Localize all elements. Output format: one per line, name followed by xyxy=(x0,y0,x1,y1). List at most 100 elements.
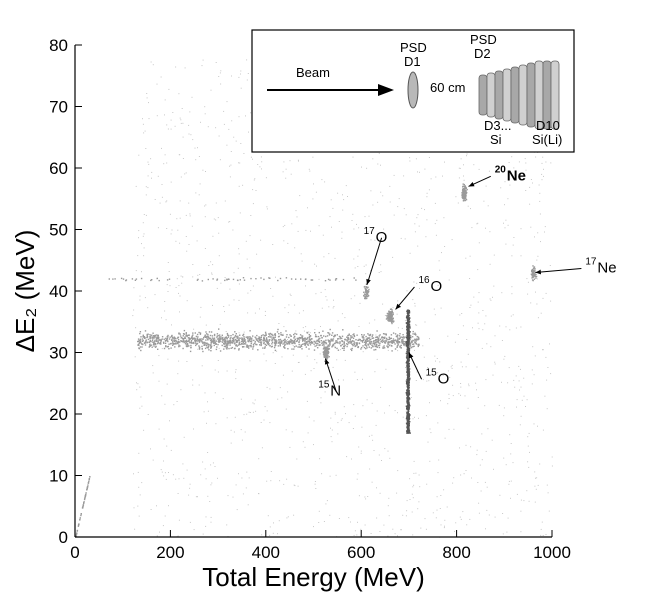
scatter-point xyxy=(254,178,256,180)
scatter-point xyxy=(388,313,390,315)
scatter-point xyxy=(334,279,337,281)
scatter-point xyxy=(547,367,549,368)
scatter-point xyxy=(210,339,212,341)
scatter-point xyxy=(464,186,466,188)
scatter-point xyxy=(532,272,534,275)
scatter-point xyxy=(224,277,226,278)
scatter-point xyxy=(407,419,410,422)
scatter-point xyxy=(369,341,371,343)
scatter-point xyxy=(307,344,309,346)
scatter-point xyxy=(303,339,306,341)
scatter-point xyxy=(151,334,153,336)
scatter-point xyxy=(260,343,263,345)
scatter-point xyxy=(237,339,240,341)
scatter-point xyxy=(413,472,415,474)
scatter-point xyxy=(347,337,350,339)
scatter-point xyxy=(141,271,142,273)
scatter-point xyxy=(407,322,410,325)
scatter-point xyxy=(152,459,154,461)
scatter-point xyxy=(389,311,392,313)
scatter-point xyxy=(409,252,411,254)
scatter-point xyxy=(407,386,409,388)
scatter-point xyxy=(410,397,412,398)
scatter-point xyxy=(233,272,235,274)
scatter-point xyxy=(477,397,479,398)
scatter-point xyxy=(176,278,178,280)
scatter-point xyxy=(275,276,276,278)
scatter-point xyxy=(343,341,345,343)
scatter-point xyxy=(238,283,240,285)
scatter-point xyxy=(373,342,375,345)
scatter-point xyxy=(407,393,409,395)
scatter-point xyxy=(398,198,400,200)
scatter-point xyxy=(449,377,451,378)
scatter-point xyxy=(179,200,181,202)
scatter-point xyxy=(302,310,304,312)
scatter-point xyxy=(530,302,532,304)
scatter-point xyxy=(235,335,237,338)
scatter-point xyxy=(230,151,232,152)
scatter-point xyxy=(178,360,180,362)
scatter-point xyxy=(390,334,393,336)
scatter-point xyxy=(499,494,501,496)
scatter-point xyxy=(433,308,435,310)
scatter-point xyxy=(192,332,194,334)
scatter-point xyxy=(213,342,216,344)
scatter-point xyxy=(412,330,414,333)
scatter-point xyxy=(235,345,237,347)
scatter-point xyxy=(462,185,464,187)
scatter-point xyxy=(483,200,485,202)
scatter-point xyxy=(390,318,392,320)
scatter-point xyxy=(348,422,350,424)
scatter-point xyxy=(368,288,370,291)
scatter-point xyxy=(298,361,300,363)
scatter-point xyxy=(317,347,319,349)
scatter-point xyxy=(313,444,314,446)
scatter-point xyxy=(192,139,194,141)
scatter-point xyxy=(406,380,409,383)
scatter-point xyxy=(415,334,417,336)
scatter-point xyxy=(138,515,140,517)
scatter-point xyxy=(241,337,243,339)
scatter-point xyxy=(510,497,511,499)
scatter-point xyxy=(205,525,207,527)
scatter-point xyxy=(486,486,488,488)
scatter-point xyxy=(165,319,167,321)
scatter-point xyxy=(403,208,405,210)
scatter-point xyxy=(412,343,414,346)
scatter-point xyxy=(334,257,336,259)
scatter-point xyxy=(239,279,241,281)
scatter-point xyxy=(183,333,185,335)
scatter-point xyxy=(260,239,262,241)
scatter-point xyxy=(224,342,226,344)
scatter-point xyxy=(83,501,85,503)
scatter-point xyxy=(263,334,266,337)
scatter-point xyxy=(392,312,394,314)
scatter-point xyxy=(407,353,409,355)
scatter-point xyxy=(428,157,430,158)
scatter-point xyxy=(150,337,152,339)
scatter-point xyxy=(140,336,142,338)
scatter-point xyxy=(285,429,287,431)
scatter-point xyxy=(391,342,393,344)
scatter-point xyxy=(230,429,232,431)
scatter-point xyxy=(360,340,362,342)
scatter-point xyxy=(263,419,265,421)
scatter-point xyxy=(408,393,411,395)
scatter-point xyxy=(351,347,353,350)
scatter-point xyxy=(191,337,193,340)
scatter-point xyxy=(323,521,325,522)
scatter-point xyxy=(139,338,142,340)
scatter-point xyxy=(335,278,337,280)
scatter-point xyxy=(409,377,411,379)
scatter-point xyxy=(535,488,537,490)
scatter-point xyxy=(525,190,527,191)
scatter-point xyxy=(137,505,139,507)
scatter-point xyxy=(279,342,281,345)
scatter-point xyxy=(391,345,393,347)
scatter-point xyxy=(203,336,205,339)
scatter-point xyxy=(156,277,158,280)
y-tick-label: 50 xyxy=(49,221,68,240)
scatter-point xyxy=(409,317,411,319)
scatter-point xyxy=(465,186,467,189)
